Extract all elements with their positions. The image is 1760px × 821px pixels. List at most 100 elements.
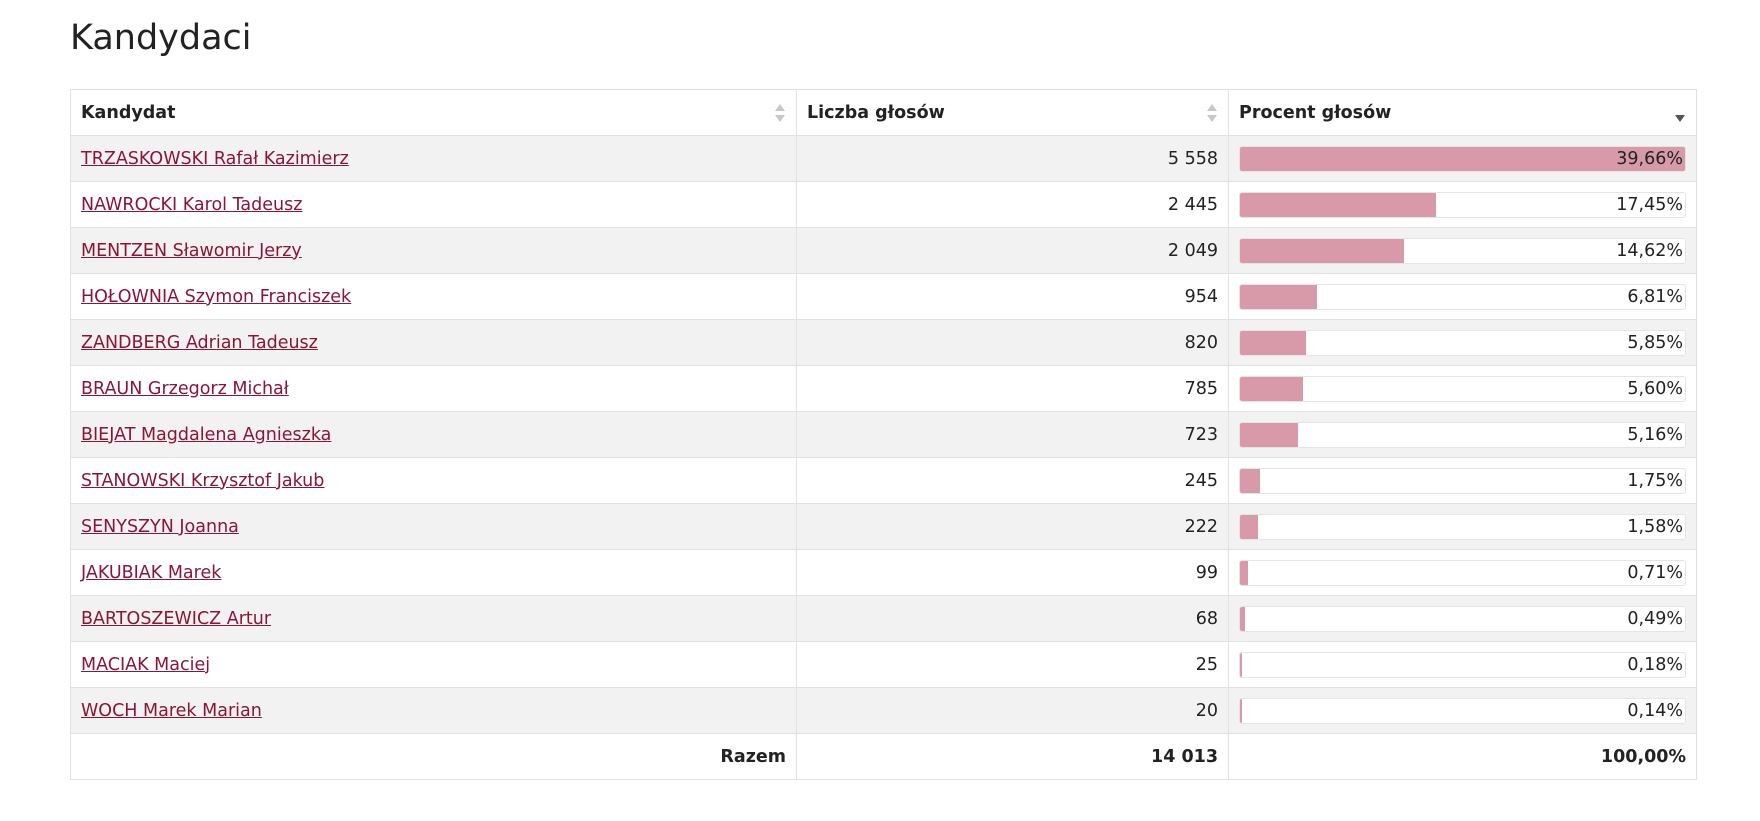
votes-count: 99 (796, 549, 1229, 596)
percent-bar-fill (1240, 514, 1258, 539)
percent-cell: 39,66% (1228, 135, 1697, 182)
percent-bar-fill (1240, 652, 1243, 677)
percent-bar: 0,18% (1239, 651, 1686, 678)
column-header-label: Liczba głosów (807, 102, 945, 123)
votes-count: 20 (796, 687, 1229, 734)
percent-bar: 6,81% (1239, 283, 1686, 310)
table-header-row: Kandydat Liczba głosów Procent głosów (70, 89, 1697, 136)
percent-cell: 6,81% (1228, 273, 1697, 320)
votes-count: 2 049 (796, 227, 1229, 274)
percent-label: 5,85% (1627, 332, 1683, 353)
sort-descending-icon[interactable] (1674, 103, 1686, 123)
table-row: BRAUN Grzegorz Michał 785 5,60% (70, 365, 1697, 412)
candidate-link[interactable]: SENYSZYN Joanna (81, 516, 239, 537)
percent-label: 0,71% (1627, 562, 1683, 583)
column-header-candidate[interactable]: Kandydat (70, 89, 797, 136)
votes-count: 222 (796, 503, 1229, 550)
candidate-link[interactable]: JAKUBIAK Marek (81, 562, 222, 583)
percent-label: 1,75% (1627, 470, 1683, 491)
candidate-link[interactable]: BARTOSZEWICZ Artur (81, 608, 272, 629)
percent-cell: 0,14% (1228, 687, 1697, 734)
percent-label: 39,66% (1616, 148, 1683, 169)
percent-bar: 5,85% (1239, 329, 1686, 356)
candidate-link[interactable]: BRAUN Grzegorz Michał (81, 378, 289, 399)
column-header-votes[interactable]: Liczba głosów (796, 89, 1229, 136)
percent-label: 0,18% (1627, 654, 1683, 675)
candidate-cell: STANOWSKI Krzysztof Jakub (70, 457, 797, 504)
percent-label: 5,60% (1627, 378, 1683, 399)
percent-label: 17,45% (1616, 194, 1683, 215)
votes-count: 954 (796, 273, 1229, 320)
percent-bar-fill (1240, 284, 1317, 309)
candidate-cell: NAWROCKI Karol Tadeusz (70, 181, 797, 228)
percent-bar: 1,58% (1239, 513, 1686, 540)
candidate-cell: SENYSZYN Joanna (70, 503, 797, 550)
percent-label: 5,16% (1627, 424, 1683, 445)
table-body: TRZASKOWSKI Rafał Kazimierz 5 558 39,66% NA… (70, 135, 1697, 734)
votes-count: 25 (796, 641, 1229, 688)
total-percent: 100,00% (1228, 733, 1697, 780)
percent-cell: 5,60% (1228, 365, 1697, 412)
percent-cell: 0,49% (1228, 595, 1697, 642)
percent-bar: 5,60% (1239, 375, 1686, 402)
column-header-percent[interactable]: Procent głosów (1228, 89, 1697, 136)
candidate-link[interactable]: HOŁOWNIA Szymon Franciszek (81, 286, 352, 307)
percent-cell: 1,58% (1228, 503, 1697, 550)
percent-bar-fill (1240, 238, 1405, 263)
votes-count: 785 (796, 365, 1229, 412)
candidates-table: Kandydat Liczba głosów Procent głosów TR… (70, 89, 1697, 780)
candidate-link[interactable]: MENTZEN Sławomir Jerzy (81, 240, 302, 261)
percent-cell: 0,18% (1228, 641, 1697, 688)
candidate-link[interactable]: STANOWSKI Krzysztof Jakub (81, 470, 325, 491)
percent-label: 0,49% (1627, 608, 1683, 629)
percent-cell: 1,75% (1228, 457, 1697, 504)
candidate-link[interactable]: TRZASKOWSKI Rafał Kazimierz (81, 148, 349, 169)
percent-bar-fill (1240, 606, 1246, 631)
percent-bar: 1,75% (1239, 467, 1686, 494)
candidate-cell: MENTZEN Sławomir Jerzy (70, 227, 797, 274)
candidate-cell: ZANDBERG Adrian Tadeusz (70, 319, 797, 366)
candidate-cell: BRAUN Grzegorz Michał (70, 365, 797, 412)
percent-bar: 0,49% (1239, 605, 1686, 632)
percent-bar: 5,16% (1239, 421, 1686, 448)
candidate-link[interactable]: BIEJAT Magdalena Agnieszka (81, 424, 332, 445)
candidate-cell: WOCH Marek Marian (70, 687, 797, 734)
percent-bar-fill (1240, 330, 1306, 355)
percent-bar-fill (1240, 376, 1303, 401)
percent-bar: 17,45% (1239, 191, 1686, 218)
votes-count: 5 558 (796, 135, 1229, 182)
table-row: BARTOSZEWICZ Artur 68 0,49% (70, 595, 1697, 642)
table-row: JAKUBIAK Marek 99 0,71% (70, 549, 1697, 596)
table-row: NAWROCKI Karol Tadeusz 2 445 17,45% (70, 181, 1697, 228)
percent-cell: 17,45% (1228, 181, 1697, 228)
table-row: TRZASKOWSKI Rafał Kazimierz 5 558 39,66% (70, 135, 1697, 182)
table-row: HOŁOWNIA Szymon Franciszek 954 6,81% (70, 273, 1697, 320)
page-container: Kandydaci Kandydat Liczba głosów Procent… (70, 0, 1697, 780)
votes-count: 723 (796, 411, 1229, 458)
candidate-cell: BIEJAT Magdalena Agnieszka (70, 411, 797, 458)
candidate-cell: BARTOSZEWICZ Artur (70, 595, 797, 642)
votes-count: 245 (796, 457, 1229, 504)
percent-bar-fill (1240, 468, 1260, 493)
table-row: WOCH Marek Marian 20 0,14% (70, 687, 1697, 734)
percent-label: 1,58% (1627, 516, 1683, 537)
percent-bar-fill (1240, 146, 1685, 171)
percent-cell: 5,16% (1228, 411, 1697, 458)
percent-bar: 39,66% (1239, 145, 1686, 172)
percent-bar-fill (1240, 698, 1242, 723)
percent-cell: 14,62% (1228, 227, 1697, 274)
percent-cell: 0,71% (1228, 549, 1697, 596)
table-row: STANOWSKI Krzysztof Jakub 245 1,75% (70, 457, 1697, 504)
percent-label: 14,62% (1616, 240, 1683, 261)
candidate-link[interactable]: MACIAK Maciej (81, 654, 211, 675)
candidate-link[interactable]: WOCH Marek Marian (81, 700, 262, 721)
votes-count: 820 (796, 319, 1229, 366)
sort-icon[interactable] (774, 103, 786, 123)
candidate-link[interactable]: ZANDBERG Adrian Tadeusz (81, 332, 318, 353)
table-footer-row: Razem 14 013 100,00% (70, 733, 1697, 780)
table-row: ZANDBERG Adrian Tadeusz 820 5,85% (70, 319, 1697, 366)
candidate-cell: HOŁOWNIA Szymon Franciszek (70, 273, 797, 320)
candidate-link[interactable]: NAWROCKI Karol Tadeusz (81, 194, 303, 215)
sort-icon[interactable] (1206, 103, 1218, 123)
total-votes: 14 013 (796, 733, 1229, 780)
